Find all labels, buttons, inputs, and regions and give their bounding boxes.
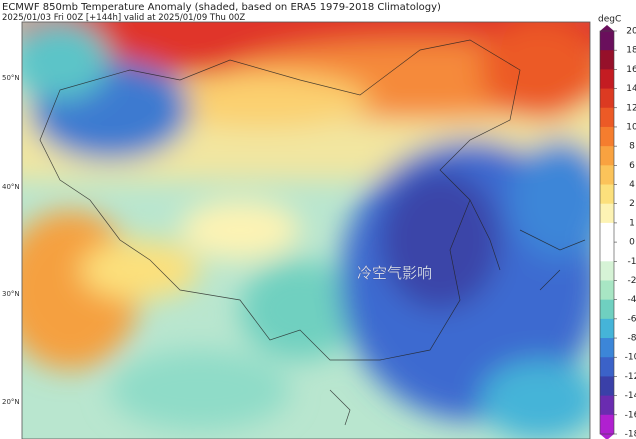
colorbar-tick-label: -2 bbox=[628, 276, 636, 286]
colorbar-tick-label: -6 bbox=[628, 314, 636, 324]
colorbar-segment bbox=[600, 376, 614, 397]
colorbar-tick-label: 12 bbox=[626, 103, 636, 113]
colorbar-segment bbox=[600, 280, 614, 301]
colorbar-segment bbox=[600, 146, 614, 166]
colorbar-segment bbox=[600, 126, 614, 147]
lat-label: 40°N bbox=[2, 183, 20, 191]
colorbar-tick-label: -18 bbox=[625, 430, 636, 439]
annotation: 冷空气影响 bbox=[357, 264, 432, 282]
colorbar-segment bbox=[600, 69, 614, 90]
colorbar-segment bbox=[600, 184, 614, 205]
subtitle: 2025/01/03 Fri 00Z [+144h] valid at 2025… bbox=[2, 13, 245, 23]
colorbar-tick-label: 2 bbox=[629, 199, 635, 209]
colorbar-segment bbox=[600, 50, 614, 70]
colorbar-segment bbox=[600, 222, 614, 243]
colorbar-segment bbox=[600, 299, 614, 320]
colorbar-segment bbox=[600, 88, 614, 109]
lat-label: 20°N bbox=[2, 398, 20, 406]
colorbar-tick-label: 14 bbox=[626, 84, 636, 94]
colorbar-tick-label: -10 bbox=[625, 353, 636, 363]
colorbar-tick-label: 16 bbox=[626, 65, 636, 75]
colorbar-segment bbox=[600, 107, 614, 128]
colorbar-tick-label: 6 bbox=[629, 161, 635, 171]
lat-label: 30°N bbox=[2, 290, 20, 298]
colorbar-tick-label: 4 bbox=[629, 180, 635, 190]
colorbar-segment bbox=[600, 318, 614, 339]
colorbar-tick-label: -12 bbox=[625, 372, 636, 382]
colorbar-tick-label: -8 bbox=[628, 334, 636, 344]
colorbar-tick-label: 10 bbox=[626, 122, 636, 132]
colorbar-segment bbox=[600, 242, 614, 262]
colorbar-tick-label: 0 bbox=[629, 238, 635, 248]
colorbar-segment bbox=[600, 203, 614, 224]
colorbar-segment bbox=[600, 261, 614, 281]
title: ECMWF 850mb Temperature Anomaly (shaded,… bbox=[2, 2, 441, 13]
colorbar-frame bbox=[599, 30, 615, 435]
colorbar-segment bbox=[600, 165, 614, 186]
colorbar-unit: degC bbox=[598, 15, 621, 25]
colorbar-segment bbox=[600, 357, 614, 377]
colorbar-tick-label: -1 bbox=[628, 257, 636, 267]
colorbar-segment bbox=[600, 395, 614, 416]
colorbar-extend bbox=[600, 434, 614, 439]
colorbar-tick-label: 20 bbox=[626, 27, 636, 37]
colorbar-tick-label: 8 bbox=[629, 142, 635, 152]
colorbar-tick-label: -4 bbox=[628, 295, 636, 305]
colorbar-tick-label: -14 bbox=[625, 391, 636, 401]
colorbar-segment bbox=[600, 31, 614, 51]
lat-label: 50°N bbox=[2, 74, 20, 82]
colorbar-extend bbox=[600, 25, 614, 31]
colorbar-segment bbox=[600, 338, 614, 358]
colorbar-segment bbox=[600, 414, 614, 435]
colorbar-tick-label: 1 bbox=[629, 218, 635, 228]
colorbar-tick-label: -16 bbox=[625, 410, 636, 420]
colorbar-tick-label: 18 bbox=[626, 46, 636, 56]
